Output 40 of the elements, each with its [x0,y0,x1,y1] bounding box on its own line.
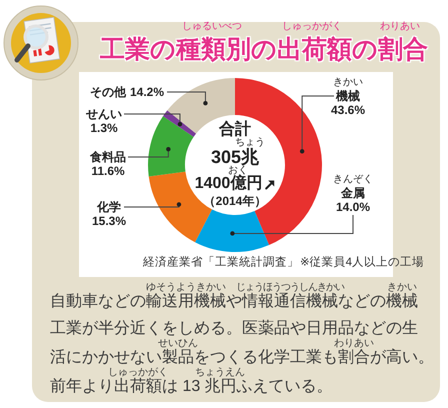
data-label: 11.6% [91,164,126,178]
slice-label: 食料品 [89,150,126,164]
text: きかい [333,77,363,88]
data-label: 14.2% [130,85,164,99]
text: しゅっかがく [108,367,168,378]
slice-label: 機械 [335,89,360,103]
text: ちょう [235,137,265,148]
slice-label: その他 [90,85,127,99]
donut-slice [195,209,270,252]
text: しゅっかがく [282,21,342,32]
slice-label: 化学 [96,200,121,214]
text: きんぞく [333,174,373,185]
donut-slice [148,116,194,176]
text: おく [228,164,248,176]
text: ※従業員4人以上の工場 [300,256,424,269]
text: ちょうえん [195,367,245,378]
text: じょうほうつうしんきかい [236,282,344,293]
data-label: 43.6% [330,103,366,117]
text: 前年より出荷額は 13 兆円ふえている。 [50,378,333,395]
text: 1400億円 [194,175,262,192]
text: しゅるいべつ [182,21,242,32]
text: 工業が半分近くをしめる。医薬品や日用品などの生 [50,320,418,337]
text: 経済産業省「工業統計調査」 [143,256,299,269]
text: 活にかかせない製品をつくる化学工業も割合が高い。 [50,349,434,366]
text: きかい [387,282,417,293]
data-label: 14.0% [336,200,370,214]
chart-title: 工業の種類別の出荷額の割合 [100,36,428,64]
data-label: 15.3% [92,214,126,228]
donut-slice [163,110,196,137]
data-label: 1.3% [90,121,118,135]
text: わりあい [380,21,420,32]
text: （2014年） [204,194,266,208]
text: 自動車などの輸送用機械や情報通信機械などの機械 [50,293,418,310]
text: ゆそうようきかい [146,282,226,293]
text: せいひん [158,338,198,349]
slice-label: せんい [85,107,122,121]
text: 合計 [219,121,251,138]
text: 305兆 [210,146,260,166]
text: わりあい [334,338,374,349]
slice-label: 金属 [340,186,365,200]
